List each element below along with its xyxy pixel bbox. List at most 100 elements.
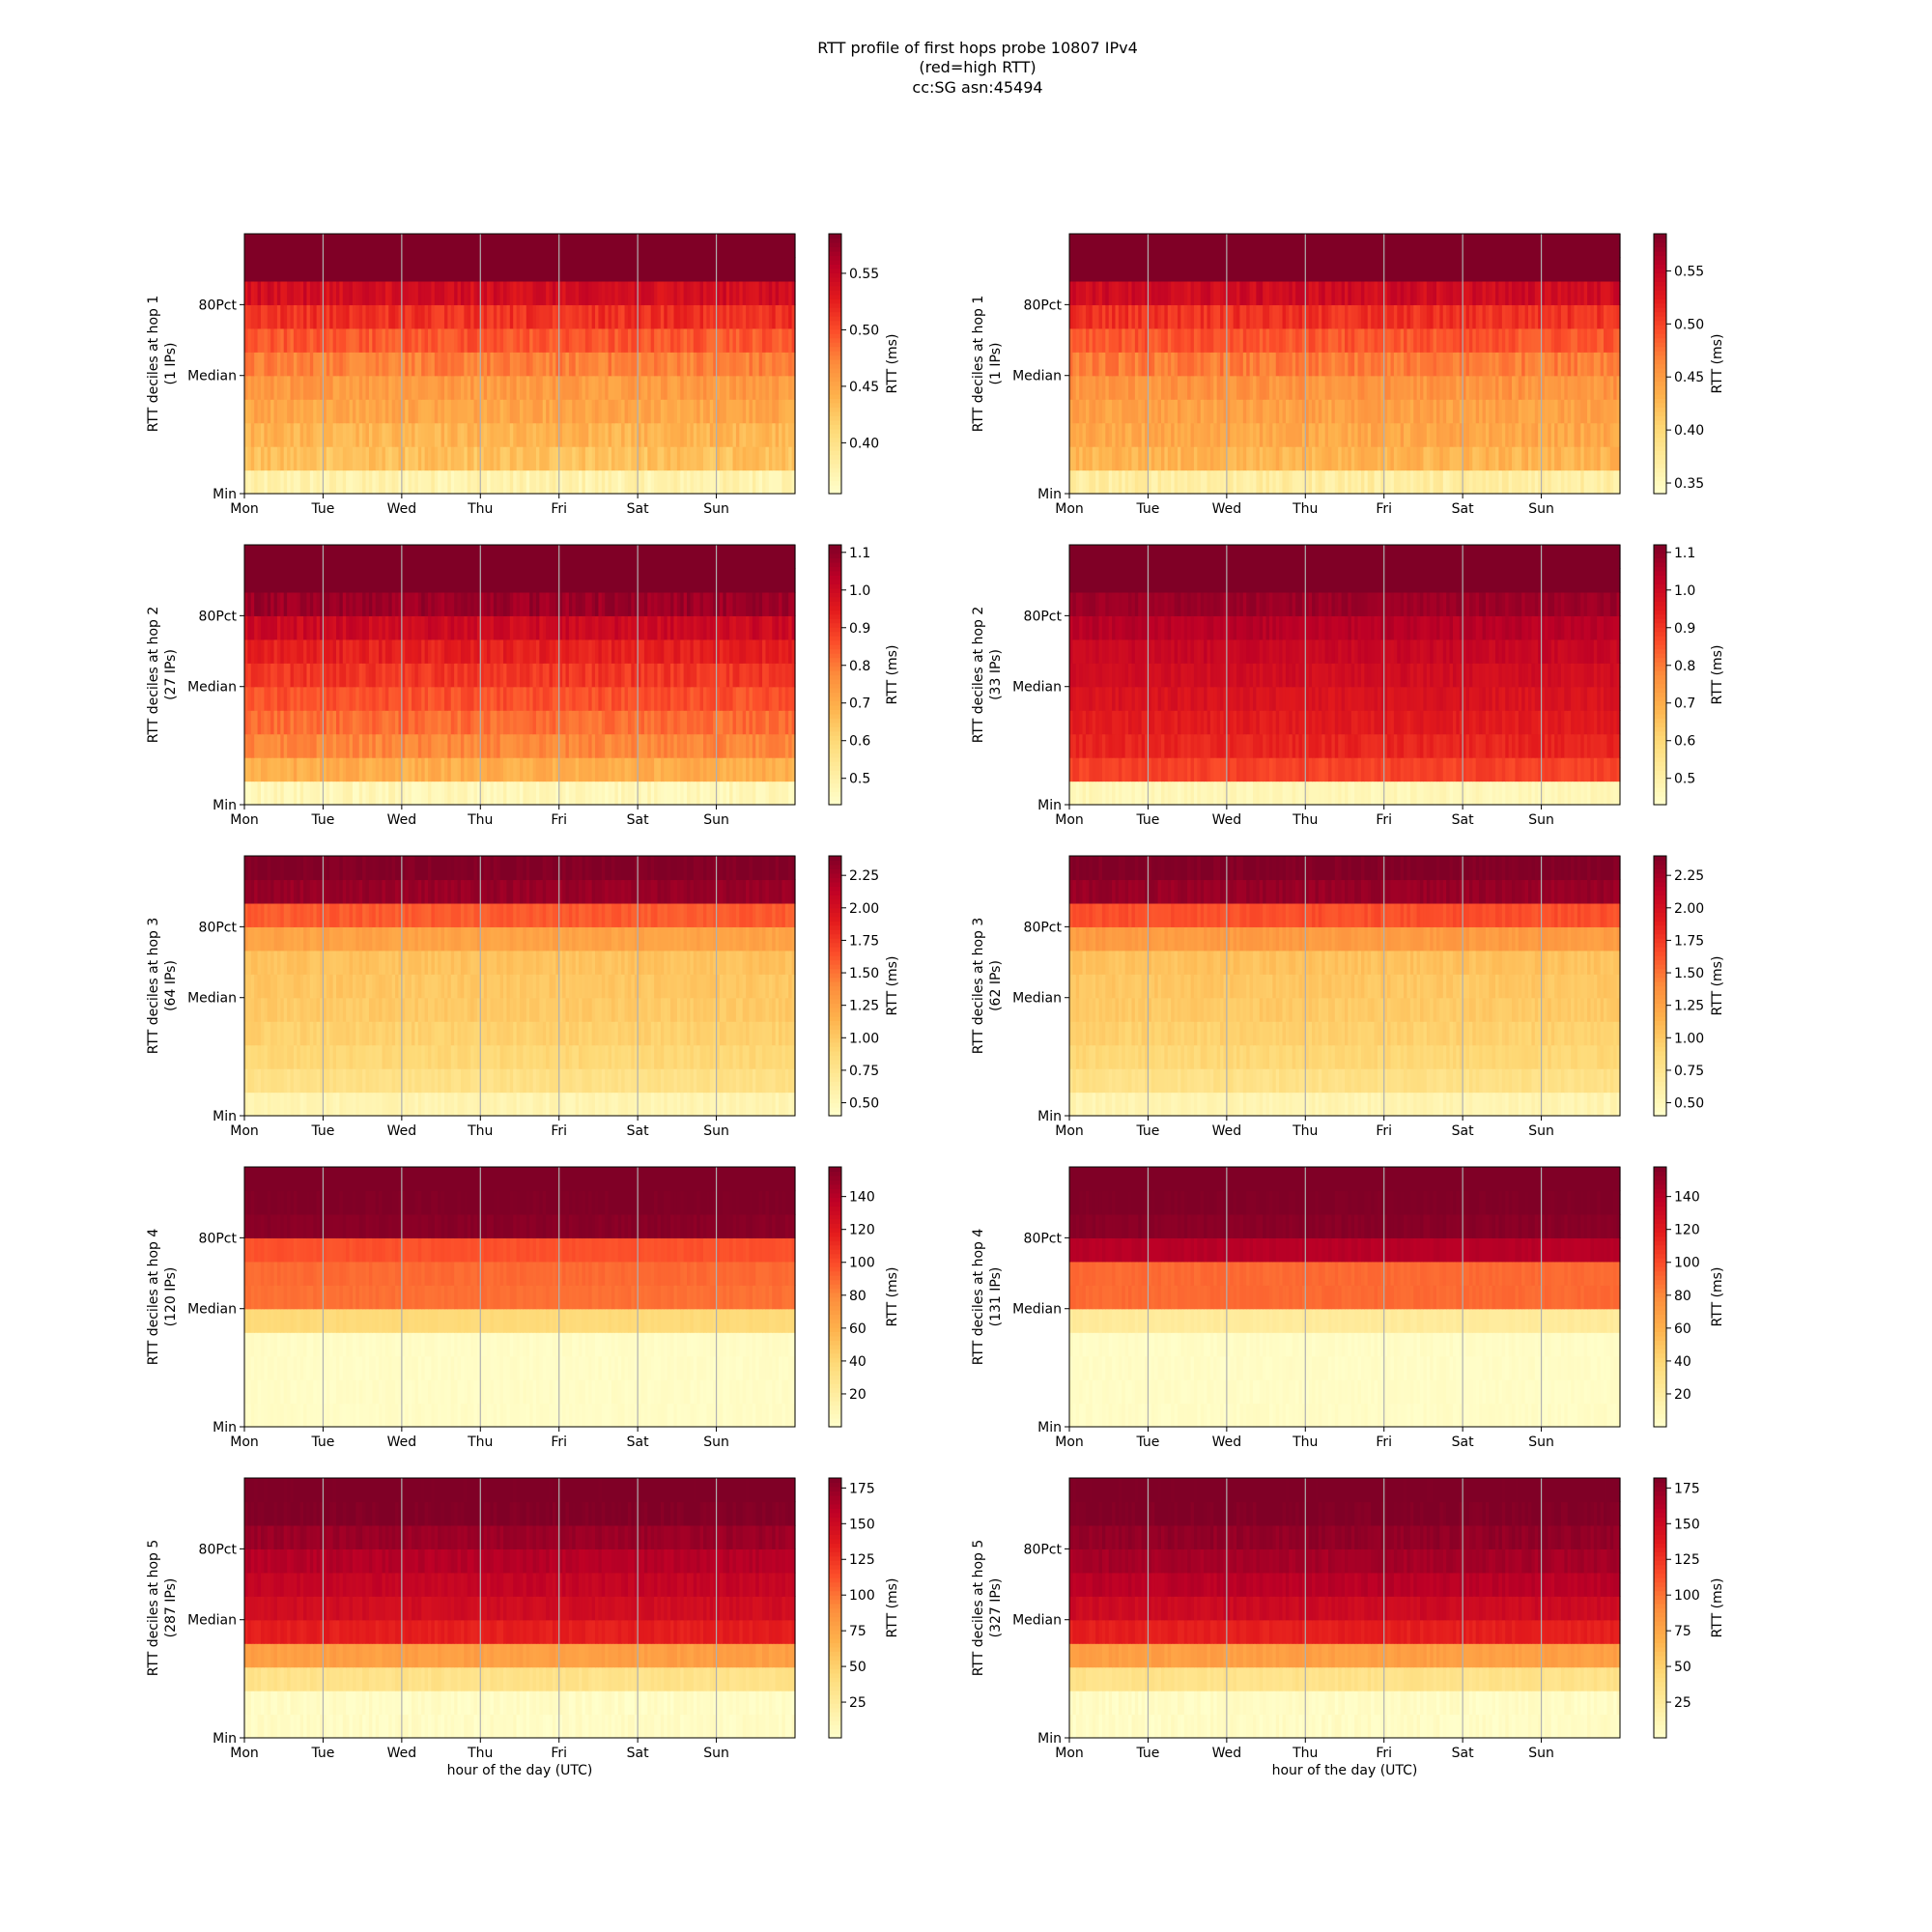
heat-cell bbox=[336, 781, 340, 806]
heat-cell bbox=[742, 422, 747, 447]
heat-cell bbox=[660, 469, 665, 495]
heat-cell bbox=[1348, 469, 1352, 495]
heat-cell bbox=[1613, 280, 1618, 305]
heat-cell bbox=[414, 304, 419, 329]
heat-cell bbox=[539, 399, 544, 424]
heat-cell bbox=[526, 757, 530, 782]
heat-cell bbox=[1324, 327, 1329, 353]
heat-cell bbox=[768, 733, 773, 758]
heat-cell bbox=[290, 375, 295, 400]
heat-cell bbox=[1541, 257, 1546, 282]
heat-cell bbox=[1141, 327, 1146, 353]
heat-cell bbox=[631, 710, 636, 735]
heat-cell bbox=[487, 375, 492, 400]
heat-cell bbox=[454, 686, 459, 711]
heat-cell bbox=[555, 352, 560, 377]
heat-cell bbox=[384, 663, 389, 688]
colorbar-step bbox=[829, 281, 841, 287]
heat-cell bbox=[673, 399, 678, 424]
heat-cell bbox=[401, 304, 406, 329]
heat-cell bbox=[1416, 257, 1421, 282]
heat-cell bbox=[1236, 280, 1241, 305]
heat-cell bbox=[549, 352, 554, 377]
heat-cell bbox=[1167, 234, 1172, 259]
heat-cell bbox=[454, 375, 459, 400]
heat-cell bbox=[1085, 399, 1090, 424]
heat-cell bbox=[1223, 422, 1228, 447]
heat-cell bbox=[414, 686, 419, 711]
heat-cell bbox=[1253, 327, 1257, 353]
heat-cell bbox=[588, 327, 593, 353]
heat-cell bbox=[1383, 304, 1388, 329]
heat-cell bbox=[1459, 234, 1463, 259]
heat-cell bbox=[611, 280, 615, 305]
heat-cell bbox=[280, 257, 285, 282]
heat-cell bbox=[303, 327, 308, 353]
heat-cell bbox=[552, 327, 556, 353]
heat-cell bbox=[1357, 304, 1362, 329]
heat-cell bbox=[1521, 280, 1526, 305]
heat-cell bbox=[546, 781, 551, 806]
heat-cell bbox=[1220, 375, 1225, 400]
heat-cell bbox=[1609, 304, 1614, 329]
heat-cell bbox=[447, 422, 452, 447]
heat-cell bbox=[758, 686, 763, 711]
heat-cell bbox=[1275, 446, 1280, 471]
heat-cell bbox=[270, 352, 275, 377]
heat-cell bbox=[614, 352, 619, 377]
colorbar-step bbox=[1654, 419, 1666, 425]
heat-cell bbox=[299, 686, 304, 711]
heat-cell bbox=[1590, 446, 1595, 471]
heat-cell bbox=[516, 234, 521, 259]
heat-cell bbox=[572, 399, 577, 424]
heat-cell bbox=[417, 257, 422, 282]
heat-cell bbox=[1600, 399, 1605, 424]
heat-cell bbox=[546, 399, 551, 424]
heat-cell bbox=[558, 234, 563, 259]
heat-cell bbox=[1387, 327, 1392, 353]
heat-cell bbox=[375, 781, 380, 806]
heat-cell bbox=[532, 710, 537, 735]
heat-cell bbox=[299, 469, 304, 495]
x-tick-label: Mon bbox=[1055, 501, 1084, 517]
heat-cell bbox=[493, 399, 497, 424]
heat-cell bbox=[358, 234, 363, 259]
heat-cell bbox=[480, 375, 485, 400]
heat-cell bbox=[1456, 422, 1461, 447]
heat-cell bbox=[584, 257, 589, 282]
heat-cell bbox=[1151, 280, 1155, 305]
heat-cell bbox=[257, 446, 262, 471]
heat-cell bbox=[280, 733, 285, 758]
heat-cell bbox=[601, 280, 606, 305]
heat-cell bbox=[595, 733, 600, 758]
heat-cell bbox=[1256, 257, 1261, 282]
heat-cell bbox=[372, 663, 377, 688]
heat-cell bbox=[365, 352, 370, 377]
heat-cell bbox=[280, 757, 285, 782]
heat-cell bbox=[412, 327, 416, 353]
heat-cell bbox=[591, 781, 596, 806]
heat-cell bbox=[1452, 469, 1457, 495]
heat-cell bbox=[457, 446, 462, 471]
heat-cell bbox=[1331, 446, 1336, 471]
heat-cell bbox=[605, 304, 610, 329]
heat-cell bbox=[362, 399, 367, 424]
heat-cell bbox=[582, 710, 586, 735]
heat-cell bbox=[267, 710, 271, 735]
heat-cell bbox=[667, 375, 671, 400]
heat-cell bbox=[755, 327, 760, 353]
heat-cell bbox=[673, 757, 678, 782]
heat-cell bbox=[323, 399, 327, 424]
heat-cell bbox=[447, 663, 452, 688]
heat-cell bbox=[1528, 446, 1532, 471]
heat-cell bbox=[1331, 375, 1336, 400]
heat-cell bbox=[352, 469, 356, 495]
heat-cell bbox=[746, 399, 751, 424]
heat-cell bbox=[309, 469, 314, 495]
heat-cell bbox=[375, 663, 380, 688]
heat-cell bbox=[1350, 327, 1355, 353]
heat-cell bbox=[470, 304, 475, 329]
heat-cell bbox=[729, 399, 734, 424]
heat-cell bbox=[1216, 327, 1221, 353]
